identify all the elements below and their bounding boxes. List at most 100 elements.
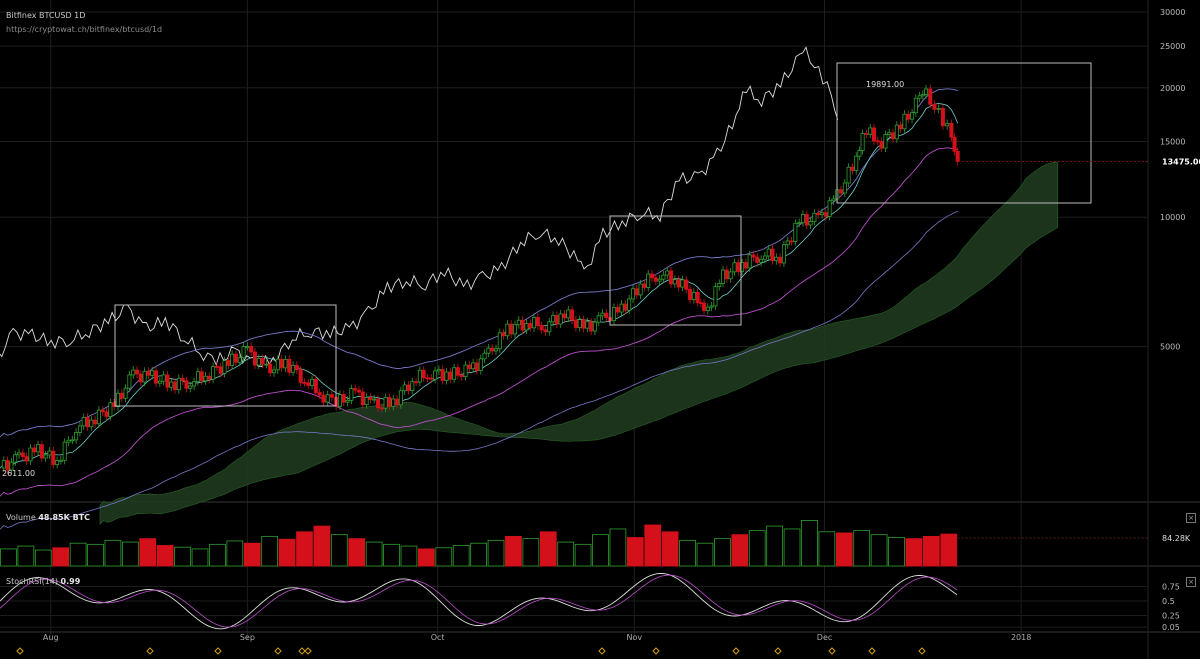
candle-body <box>600 312 605 317</box>
candle-body <box>932 103 937 110</box>
candle-body <box>96 409 101 425</box>
volume-bar <box>905 538 923 567</box>
candle-body <box>383 397 388 409</box>
candle-body <box>520 319 525 331</box>
highlight-box <box>836 62 1092 204</box>
chart-title: Bitfinex BTCUSD 1D <box>6 11 86 20</box>
candle-body <box>5 460 10 471</box>
volume-bar <box>470 542 487 567</box>
candle-body <box>372 398 377 401</box>
event-marker-icon <box>214 647 222 655</box>
candle-body <box>321 394 326 403</box>
volume-bar <box>539 531 557 567</box>
candle-body <box>604 312 609 319</box>
candle-body <box>535 317 540 326</box>
candle-body <box>827 200 832 217</box>
candle-body <box>691 291 696 300</box>
close-icon[interactable]: × <box>1186 513 1196 523</box>
candle-body <box>199 371 204 382</box>
candle-body <box>287 358 292 373</box>
volume-bar <box>243 542 261 567</box>
candle-body <box>740 262 745 272</box>
candle-body <box>36 444 41 453</box>
event-marker-icon <box>274 647 282 655</box>
candle-body <box>414 381 419 384</box>
candle-body <box>356 389 361 393</box>
candle-body <box>406 384 411 391</box>
candle-body <box>585 321 590 329</box>
candle-body <box>854 155 859 171</box>
candle-body <box>391 398 396 407</box>
candle-body <box>74 432 79 441</box>
candle-body <box>77 425 82 433</box>
volume-bar <box>574 543 592 567</box>
close-icon[interactable]: × <box>1186 577 1196 587</box>
volume-bar <box>104 539 122 567</box>
candle-body <box>55 460 60 465</box>
low-annotation: 2611.00 <box>2 469 35 478</box>
candle-body <box>669 270 674 285</box>
candle-body <box>839 189 844 194</box>
candle-body <box>222 360 227 374</box>
candle-body <box>146 370 151 376</box>
candle-body <box>547 321 552 333</box>
volume-value: 48.85K BTC <box>38 513 91 522</box>
volume-bar <box>383 543 400 567</box>
event-marker-icon <box>828 647 836 655</box>
candle-body <box>910 112 915 120</box>
candle-body <box>310 378 315 386</box>
volume-bar <box>139 538 157 567</box>
candle-body <box>226 360 231 366</box>
candle-body <box>237 357 242 363</box>
candle-body <box>188 385 193 389</box>
candle-body <box>819 212 824 216</box>
candle-body <box>770 248 775 262</box>
candle-body <box>924 88 929 95</box>
candle-body <box>271 369 276 374</box>
candle-body <box>131 369 136 376</box>
candle-body <box>154 370 159 384</box>
candle-body <box>589 321 594 332</box>
candle-body <box>364 397 369 406</box>
candle-body <box>291 364 296 373</box>
candle-body <box>558 313 563 325</box>
candle-body <box>176 377 181 391</box>
volume-bar <box>922 535 940 567</box>
candle-body <box>698 302 703 304</box>
candle-body <box>119 392 124 399</box>
candle-body <box>724 269 729 280</box>
candle-body <box>306 382 311 386</box>
candle-body <box>566 309 571 319</box>
candle-body <box>898 124 903 130</box>
candle-body <box>455 367 460 376</box>
candle-body <box>395 398 400 406</box>
event-marker-icon <box>298 647 306 655</box>
candle-body <box>778 256 783 264</box>
candle-body <box>459 374 464 377</box>
candle-body <box>709 305 714 308</box>
stochrsi-k-line <box>0 572 958 630</box>
candle-body <box>955 150 960 162</box>
candle-body <box>134 369 139 375</box>
candle-body <box>577 319 582 328</box>
ichimoku-cloud <box>99 161 1058 525</box>
candle-body <box>252 351 257 366</box>
candle-body <box>180 377 185 382</box>
candle-body <box>66 439 71 443</box>
candle-body <box>891 132 896 140</box>
volume-label: Volume 48.85K BTC <box>6 513 90 522</box>
candle-body <box>268 363 273 374</box>
candle-body <box>524 323 529 331</box>
candle-body <box>376 398 381 409</box>
candle-body <box>570 309 575 321</box>
volume-bar <box>296 531 313 567</box>
candle-body <box>592 321 597 332</box>
event-marker-icon <box>774 647 782 655</box>
chart-source-url[interactable]: https://cryptowat.ch/bitfinex/btcusd/1d <box>6 25 163 34</box>
candle-body <box>695 291 700 303</box>
candle-body <box>275 358 280 371</box>
candle-body <box>581 319 586 329</box>
candle-body <box>440 369 445 381</box>
volume-bar <box>452 545 470 567</box>
